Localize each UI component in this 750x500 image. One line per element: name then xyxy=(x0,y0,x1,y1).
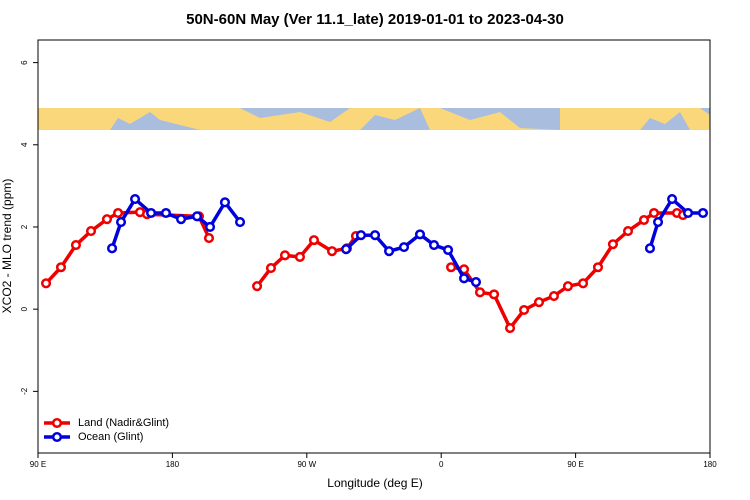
point xyxy=(398,242,410,253)
point xyxy=(41,278,52,289)
point xyxy=(204,221,216,233)
point xyxy=(458,273,470,284)
point xyxy=(446,262,457,273)
point xyxy=(326,246,338,257)
point xyxy=(115,216,127,228)
point xyxy=(384,246,395,257)
point xyxy=(667,193,678,205)
chart-title: 50N-60N May (Ver 11.1_late) 2019-01-01 t… xyxy=(186,11,564,28)
legend-marker xyxy=(51,431,63,443)
point xyxy=(474,287,486,298)
x-tick-label: 90 W xyxy=(297,460,316,469)
point xyxy=(85,226,97,237)
point xyxy=(638,214,650,226)
y-tick-label: 6 xyxy=(20,60,29,65)
point xyxy=(414,229,426,240)
y-tick-label: 4 xyxy=(20,142,29,147)
legend-label: Land (Nadir&Glint) xyxy=(78,417,169,429)
point xyxy=(55,262,67,273)
point xyxy=(234,216,246,228)
point xyxy=(578,278,589,289)
point xyxy=(489,289,500,300)
y-tick-label: 2 xyxy=(20,224,29,229)
point xyxy=(697,207,709,219)
point xyxy=(533,297,545,308)
point xyxy=(279,250,291,261)
point xyxy=(70,240,81,251)
point xyxy=(622,226,634,237)
point xyxy=(355,230,367,241)
point xyxy=(504,323,516,334)
x-tick-label: 0 xyxy=(439,460,444,469)
point xyxy=(443,244,454,256)
y-axis-label: XCO2 - MLO trend (ppm) xyxy=(0,179,14,314)
y-tick-label: 0 xyxy=(20,306,29,311)
point xyxy=(176,214,187,225)
point xyxy=(652,216,664,228)
x-tick-label: 90 E xyxy=(567,460,583,469)
point xyxy=(219,197,231,208)
point xyxy=(548,290,559,302)
point xyxy=(160,207,172,219)
point xyxy=(470,276,482,288)
y-tick-label: -2 xyxy=(20,387,29,395)
point xyxy=(341,244,352,255)
point xyxy=(252,281,263,292)
point xyxy=(101,214,113,225)
x-tick-label: 180 xyxy=(166,460,180,469)
point xyxy=(648,207,660,219)
x-tick-label: 180 xyxy=(703,460,717,469)
x-axis-label: Longitude (deg E) xyxy=(327,476,422,490)
point xyxy=(682,207,694,219)
point xyxy=(203,233,215,244)
point xyxy=(592,262,604,273)
legend-label: Ocean (Glint) xyxy=(78,431,143,443)
plot-frame xyxy=(37,39,711,454)
point xyxy=(294,251,305,263)
point xyxy=(607,239,618,250)
point xyxy=(265,263,277,274)
series-line xyxy=(44,210,684,332)
point xyxy=(130,193,141,205)
point xyxy=(428,240,440,251)
point xyxy=(369,230,381,241)
point xyxy=(519,304,530,316)
point xyxy=(562,281,574,292)
x-tick-label: 90 E xyxy=(30,460,46,469)
point xyxy=(308,235,320,246)
point xyxy=(112,207,124,219)
point xyxy=(191,211,203,222)
legend-marker xyxy=(51,417,63,429)
map-strip xyxy=(38,108,710,130)
point xyxy=(145,207,157,219)
point xyxy=(107,243,118,254)
point xyxy=(644,243,656,254)
